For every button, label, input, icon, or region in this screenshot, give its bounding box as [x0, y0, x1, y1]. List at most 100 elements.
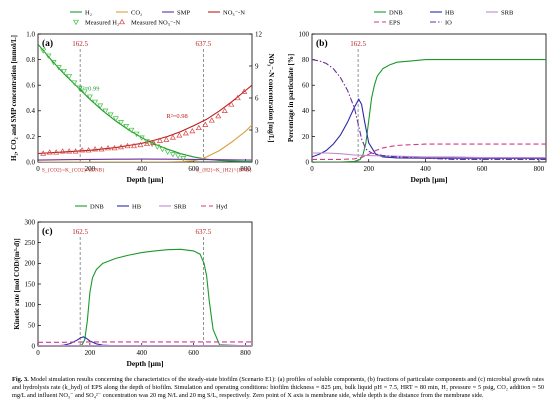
- y-tick-label: 100: [25, 301, 36, 309]
- data-point: [86, 94, 93, 100]
- legend-marker: [72, 19, 80, 26]
- x-axis-label: Depth [µm]: [126, 175, 163, 184]
- data-point: [130, 142, 137, 149]
- legend-label: DNB: [389, 9, 403, 16]
- legend-marker: [118, 18, 126, 25]
- data-point: [221, 107, 228, 113]
- data-point: [133, 131, 140, 137]
- data-point: [45, 53, 52, 59]
- y-tick-label: 40: [302, 107, 310, 115]
- chart-c: 0 200 400 600 800 0 50 100 150 200 250 300 Depth [µm…: [13, 203, 253, 368]
- x-tick-label: 800: [240, 165, 251, 173]
- data-point: [169, 134, 176, 140]
- data-point: [50, 60, 57, 66]
- series-line: [38, 43, 252, 162]
- data-point: [156, 137, 163, 143]
- series-line: [38, 248, 252, 346]
- data-point: [92, 99, 99, 105]
- data-point: [112, 116, 119, 122]
- data-point: [40, 150, 47, 156]
- y2-tick-label: 0: [255, 158, 259, 166]
- chart-b: 0 200 400 600 800 0 20 40 60 80 100 Depth [µm] Perce…: [287, 9, 547, 184]
- data-point: [215, 113, 222, 119]
- annotation-r2-no3: R²=0.98: [166, 113, 187, 120]
- x-tick-label: 0: [36, 165, 40, 173]
- data-point: [241, 88, 248, 94]
- series-line: [38, 84, 252, 155]
- data-point: [102, 108, 109, 114]
- x-tick-label: 200: [85, 165, 96, 173]
- data-point: [111, 145, 118, 151]
- legend-label: CO₂: [131, 9, 142, 16]
- series-line: [38, 158, 252, 161]
- data-point: [164, 149, 171, 155]
- plot-frame: [311, 33, 547, 163]
- legend-label: NO₃⁻-N: [223, 9, 245, 16]
- legend-label: HB: [132, 203, 142, 210]
- data-point: [40, 48, 47, 54]
- series-line: [312, 98, 546, 159]
- x-tick-label: 600: [188, 349, 199, 357]
- data-point: [143, 140, 150, 147]
- y-tick-label: 20: [302, 133, 310, 141]
- data-point: [163, 136, 170, 142]
- y-tick-label: 0.2: [26, 133, 35, 141]
- y2-tick-label: 6: [255, 94, 259, 102]
- y-axis-label: H₂, CO₂ and SMP concentration [mmol/L]: [10, 35, 18, 161]
- series-group: [38, 43, 252, 162]
- x-tick-label: 200: [363, 165, 374, 173]
- panel-label: (c): [42, 226, 53, 237]
- y-tick-label: 150: [25, 280, 36, 288]
- data-point: [128, 127, 135, 134]
- x-tick-label: 400: [137, 349, 148, 357]
- data-point: [228, 101, 235, 107]
- panel-label: (b): [316, 38, 328, 49]
- data-point: [46, 149, 53, 155]
- y-tick-label: 0.4: [26, 107, 35, 115]
- series-line: [312, 152, 546, 159]
- data-point: [98, 146, 105, 152]
- data-point: [123, 124, 130, 130]
- caption-label: Fig. 3.: [12, 376, 29, 383]
- x-tick-label: 0: [36, 349, 40, 357]
- data-point: [138, 135, 145, 141]
- legend-label: Hyd: [216, 203, 228, 210]
- x-tick-label: 800: [240, 349, 251, 357]
- data-point: [176, 132, 183, 138]
- legend-label: H₂: [85, 9, 92, 16]
- data-point: [150, 139, 157, 145]
- data-point: [195, 124, 202, 131]
- y-tick-label: 80: [302, 56, 310, 64]
- annotation-r2-h2: R²=0.99: [78, 85, 99, 92]
- data-point: [189, 127, 196, 134]
- data-point: [124, 142, 131, 149]
- y-tick-label: 300: [25, 218, 36, 226]
- data-point: [159, 147, 166, 153]
- data-point: [137, 141, 144, 148]
- y-tick-label: 0.0: [26, 158, 35, 166]
- panel-b: 0 200 400 600 800 0 20 40 60 80 100 Depth [µm] Perce…: [282, 4, 554, 189]
- annotation-k-h2: S_{H2}=K_{H2}^{DNB}: [196, 168, 252, 174]
- annotation-k-co2: S_{CO2}=K_{CO2}^{DNB}: [42, 168, 105, 174]
- legend-label: SRB: [501, 9, 514, 16]
- series-line: [312, 59, 546, 160]
- data-point: [53, 149, 60, 155]
- data-point: [71, 80, 78, 86]
- y2-tick-label: 3: [255, 126, 259, 134]
- y-tick-label: 0.6: [26, 82, 35, 90]
- legend-label: EPS: [389, 19, 401, 26]
- y-tick-label: 60: [302, 82, 310, 90]
- y-tick-label: 1.0: [26, 30, 35, 38]
- legend-label: Measured H₂: [85, 19, 119, 26]
- vertical-reference-label: 637.5: [195, 40, 211, 48]
- series-line: [312, 59, 546, 162]
- y-tick-label: 200: [25, 260, 36, 268]
- data-point: [66, 74, 73, 80]
- legend-label: HB: [445, 9, 455, 16]
- y2-tick-label: 9: [255, 62, 259, 70]
- data-point: [76, 85, 83, 91]
- y2-axis-label: NO₃⁻-N concentration [mg/L]: [267, 53, 275, 142]
- data-point: [59, 148, 66, 154]
- data-point: [154, 144, 161, 150]
- data-point: [143, 139, 150, 145]
